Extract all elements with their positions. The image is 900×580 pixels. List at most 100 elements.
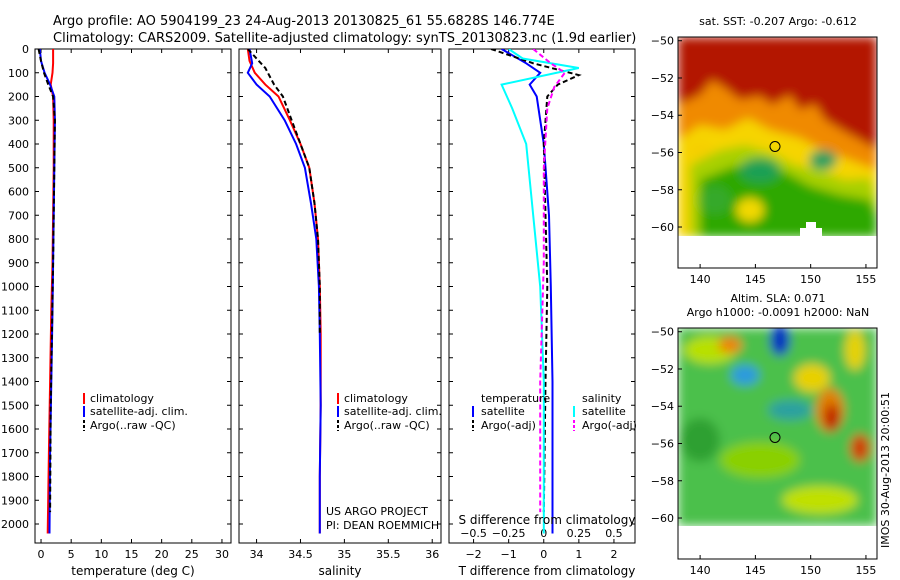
- y-tick-label: 200: [8, 91, 29, 104]
- map-y-tick-label: −54: [651, 109, 674, 122]
- x-tick-label: 5: [68, 548, 75, 561]
- x2-tick-label: −0.25: [492, 527, 526, 540]
- salinity-axis-ticks: 34 34.5 35 35.5 36: [239, 48, 441, 561]
- y-tick-label: 1600: [1, 423, 29, 436]
- map-y-tick-label: −50: [651, 326, 674, 339]
- series-line: [532, 49, 567, 513]
- x-tick-label: 2: [610, 548, 617, 561]
- y-tick-label: 1100: [1, 304, 29, 317]
- map-x-tick-label: 155: [855, 564, 876, 577]
- sla-map-ticks: 140 145 150 155 −50 −52 −54 −56 −58 −60: [651, 326, 877, 577]
- map-y-tick-label: −58: [651, 184, 674, 197]
- imos-stamp: IMOS 30-Aug-2013 20:00:51: [879, 392, 892, 548]
- y-tick-label: 100: [8, 67, 29, 80]
- map-y-tick-label: −56: [651, 147, 674, 160]
- y-tick-label: 2000: [1, 518, 29, 531]
- map-y-tick-label: −54: [651, 400, 674, 413]
- sst-map-ticks: 140 145 150 155 −50 −52 −54 −56 −58 −60: [651, 35, 877, 286]
- difference-xlabel2: S difference from climatology: [459, 513, 636, 527]
- series-line: [246, 49, 322, 534]
- sst-map-title: sat. SST: -0.207 Argo: -0.612: [699, 15, 857, 28]
- x-tick-label: 0: [38, 548, 45, 561]
- y-tick-label: 500: [8, 162, 29, 175]
- x-tick-label: 0: [540, 548, 547, 561]
- y-tick-label: 1900: [1, 494, 29, 507]
- legend-label-climatology: climatology: [90, 392, 154, 405]
- difference-panel-frame: [448, 48, 636, 544]
- x-tick-label: 20: [155, 548, 169, 561]
- series-line: [246, 49, 322, 534]
- map-x-tick-label: 155: [855, 273, 876, 286]
- y-tick-label: 1700: [1, 447, 29, 460]
- temperature-series: [37, 49, 56, 534]
- legend-label-satellite: satellite-adj. clim.: [344, 405, 442, 418]
- map-x-tick-label: 145: [745, 564, 766, 577]
- y-tick-label: 300: [8, 114, 29, 127]
- sst-map-argo-marker: [769, 141, 781, 152]
- difference-legend: temperature salinity satellite Argo(-adj…: [472, 392, 637, 432]
- legend-temp-argo: Argo(-adj): [481, 419, 536, 432]
- x2-tick-label: −0.5: [460, 527, 487, 540]
- salinity-panel-frame: [238, 48, 442, 544]
- y-tick-label: 1800: [1, 471, 29, 484]
- legend-sal-title: salinity: [582, 392, 622, 405]
- x-tick-label: −2: [465, 548, 481, 561]
- legend-sal-argo: Argo(-adj): [582, 419, 637, 432]
- x-tick-label: 34.5: [288, 548, 313, 561]
- y-tick-label: 1200: [1, 328, 29, 341]
- credit-line1: US ARGO PROJECT: [326, 505, 428, 518]
- map-x-tick-label: 140: [690, 273, 711, 286]
- temperature-legend: climatology satellite-adj. clim. Argo(..…: [83, 392, 188, 432]
- temperature-axis-ticks: 0100200300400500600700800900100011001200…: [1, 43, 231, 561]
- y-tick-label: 1300: [1, 352, 29, 365]
- sla-map-image: [678, 328, 877, 559]
- sla-map-argo-marker: [769, 432, 781, 443]
- map-y-tick-label: −50: [651, 35, 674, 48]
- series-line: [37, 49, 56, 513]
- legend-label-argo: Argo(..raw -QC): [344, 419, 430, 432]
- map-y-tick-label: −52: [651, 72, 674, 85]
- legend-label-satellite: satellite-adj. clim.: [90, 405, 188, 418]
- y-tick-label: 800: [8, 233, 29, 246]
- x2-tick-label: 0.25: [567, 527, 592, 540]
- map-y-tick-label: −60: [651, 512, 674, 525]
- x-tick-label: 25: [185, 548, 199, 561]
- legend-label-climatology: climatology: [344, 392, 408, 405]
- map-y-tick-label: −60: [651, 221, 674, 234]
- salinity-legend: climatology satellite-adj. clim. Argo(..…: [337, 392, 442, 432]
- difference-axis-ticks: −2 −1 0 1 2−0.5 −0.25 0 0.25 0.5: [449, 48, 635, 561]
- y-tick-label: 1000: [1, 281, 29, 294]
- difference-xlabel: T difference from climatology: [458, 564, 636, 578]
- y-tick-label: 1400: [1, 376, 29, 389]
- x-tick-label: 36: [425, 548, 439, 561]
- difference-series: [490, 49, 582, 534]
- map-x-tick-label: 150: [800, 273, 821, 286]
- x-tick-label: 15: [124, 548, 138, 561]
- series-line: [500, 49, 580, 534]
- map-x-tick-label: 140: [690, 564, 711, 577]
- x-tick-label: 10: [94, 548, 108, 561]
- legend-sal-satellite: satellite: [582, 405, 626, 418]
- x-tick-label: 35.5: [376, 548, 401, 561]
- y-tick-label: 900: [8, 257, 29, 270]
- x2-tick-label: 0.5: [605, 527, 623, 540]
- x-tick-label: 34: [250, 548, 264, 561]
- sla-map-title2: Argo h1000: -0.0091 h2000: NaN: [687, 306, 870, 319]
- y-tick-label: 0: [22, 43, 29, 56]
- temperature-panel-frame: [34, 48, 232, 544]
- x-tick-label: 30: [215, 548, 229, 561]
- sst-map-image: [678, 37, 877, 268]
- credit-line2: PI: DEAN ROEMMICH: [326, 519, 439, 532]
- series-line: [490, 49, 582, 513]
- temperature-xlabel: temperature (deg C): [71, 564, 194, 578]
- legend-label-argo: Argo(..raw -QC): [90, 419, 176, 432]
- y-tick-label: 1500: [1, 399, 29, 412]
- legend-temp-title: temperature: [481, 392, 550, 405]
- header-line2: Climatology: CARS2009. Satellite-adjuste…: [53, 31, 636, 46]
- salinity-xlabel: salinity: [318, 564, 361, 578]
- y-tick-label: 400: [8, 138, 29, 151]
- map-x-tick-label: 145: [745, 273, 766, 286]
- map-y-tick-label: −56: [651, 438, 674, 451]
- y-tick-label: 600: [8, 186, 29, 199]
